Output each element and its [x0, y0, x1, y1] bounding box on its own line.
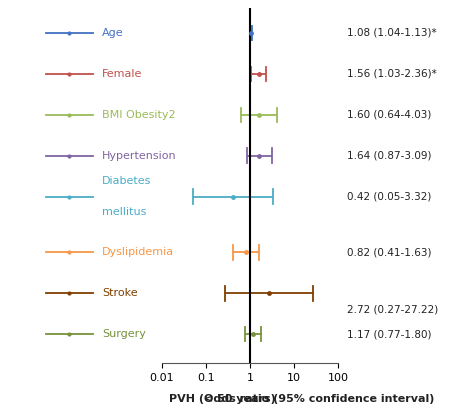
Text: 1.08 (1.04-1.13)*: 1.08 (1.04-1.13)* — [347, 28, 437, 38]
Text: Female: Female — [102, 69, 142, 79]
Text: 1.60 (0.64-4.03): 1.60 (0.64-4.03) — [347, 110, 432, 120]
Text: Dyslipidemia: Dyslipidemia — [102, 247, 174, 257]
Text: 1.17 (0.77-1.80): 1.17 (0.77-1.80) — [347, 329, 432, 339]
Text: Stroke: Stroke — [102, 288, 138, 298]
Text: 1.56 (1.03-2.36)*: 1.56 (1.03-2.36)* — [347, 69, 437, 79]
Text: Age: Age — [102, 28, 124, 38]
Text: 0.82 (0.41-1.63): 0.82 (0.41-1.63) — [347, 247, 432, 257]
Text: Surgery: Surgery — [102, 329, 146, 339]
Text: 0.42 (0.05-3.32): 0.42 (0.05-3.32) — [347, 192, 432, 202]
Text: PVH (< 50 years): PVH (< 50 years) — [169, 394, 275, 404]
Text: 2.72 (0.27-27.22): 2.72 (0.27-27.22) — [347, 305, 438, 315]
Text: Diabetes: Diabetes — [102, 176, 151, 186]
Text: Odds ratio (95% confidence interval): Odds ratio (95% confidence interval) — [204, 394, 435, 404]
Text: mellitus: mellitus — [102, 207, 146, 217]
Text: Hypertension: Hypertension — [102, 151, 176, 161]
Text: BMI Obesity2: BMI Obesity2 — [102, 110, 175, 120]
Text: 1.64 (0.87-3.09): 1.64 (0.87-3.09) — [347, 151, 432, 161]
